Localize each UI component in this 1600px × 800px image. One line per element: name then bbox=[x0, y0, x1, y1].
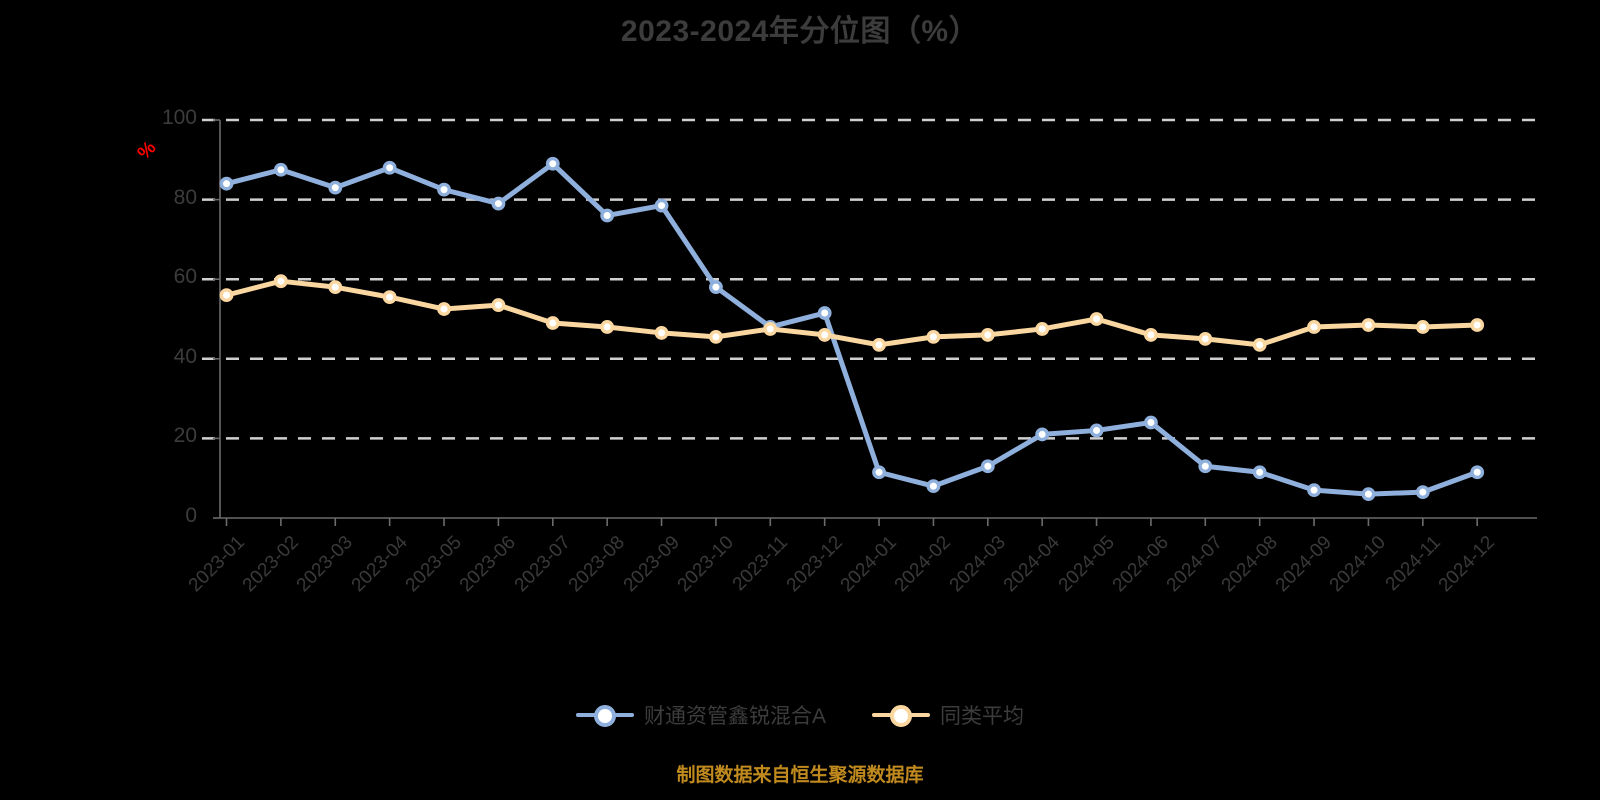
series-marker-1 bbox=[1089, 312, 1104, 326]
legend-item-0[interactable]: 财通资管鑫锐混合A bbox=[575, 700, 826, 730]
series-marker-0 bbox=[219, 176, 234, 191]
series-marker-1 bbox=[437, 302, 451, 316]
series-marker-1 bbox=[1470, 318, 1485, 332]
series-marker-0 bbox=[1252, 465, 1267, 480]
y-axis-tick-marks bbox=[213, 119, 220, 519]
x-axis-tick-marks bbox=[225, 518, 1478, 526]
series-marker-0 bbox=[437, 182, 451, 197]
series-marker-0 bbox=[654, 198, 669, 213]
legend-dot-icon bbox=[593, 705, 616, 727]
series-marker-1 bbox=[1361, 318, 1376, 332]
series-marker-1 bbox=[1252, 337, 1267, 352]
series-marker-0 bbox=[328, 180, 343, 195]
y-axis-tick-label: 100 bbox=[161, 106, 197, 129]
series-marker-1 bbox=[219, 288, 234, 303]
chart-legend: 财通资管鑫锐混合A 同类平均 bbox=[0, 700, 1600, 730]
y-axis-tick-label: 20 bbox=[173, 424, 197, 448]
series-line-1 bbox=[224, 278, 1480, 348]
series-marker-0 bbox=[872, 465, 886, 480]
y-axis-tick-label: 80 bbox=[173, 185, 197, 209]
y-axis-tick-label: 60 bbox=[173, 265, 197, 289]
series-marker-1 bbox=[872, 337, 886, 352]
y-axis-tick-label: 0 bbox=[185, 504, 197, 527]
series-marker-0 bbox=[1470, 465, 1485, 480]
series-marker-0 bbox=[1089, 423, 1104, 438]
series-marker-1 bbox=[817, 328, 832, 342]
series-marker-0 bbox=[1035, 427, 1050, 442]
series-marker-1 bbox=[1307, 320, 1321, 334]
series-marker-1 bbox=[600, 320, 615, 334]
series-marker-0 bbox=[1415, 485, 1430, 500]
gridlines bbox=[202, 118, 1537, 440]
series-marker-0 bbox=[600, 208, 615, 223]
series-marker-1 bbox=[328, 280, 343, 295]
series-marker-1 bbox=[709, 330, 723, 344]
y-axis-tick-label: 40 bbox=[173, 344, 197, 368]
series-marker-0 bbox=[817, 306, 832, 320]
series-marker-1 bbox=[1415, 320, 1430, 334]
series-marker-1 bbox=[980, 328, 995, 342]
series-marker-0 bbox=[709, 280, 723, 295]
series-marker-0 bbox=[1144, 415, 1158, 430]
series-marker-1 bbox=[273, 274, 288, 289]
data-series-layer bbox=[219, 156, 1485, 502]
series-marker-0 bbox=[545, 156, 560, 171]
series-marker-1 bbox=[1198, 331, 1213, 346]
series-marker-0 bbox=[382, 160, 397, 175]
series-marker-0 bbox=[926, 479, 941, 494]
series-marker-1 bbox=[763, 322, 778, 336]
legend-item-1[interactable]: 同类平均 bbox=[872, 700, 1024, 730]
series-marker-0 bbox=[980, 459, 995, 474]
series-marker-1 bbox=[1144, 328, 1158, 342]
data-source-note: 制图数据来自恒生聚源数据库 bbox=[676, 765, 924, 786]
legend-marker-icon bbox=[575, 702, 634, 728]
series-marker-0 bbox=[1361, 487, 1376, 502]
series-marker-1 bbox=[654, 326, 669, 340]
series-marker-1 bbox=[491, 298, 506, 312]
legend-label: 同类平均 bbox=[940, 705, 1024, 728]
series-line-0 bbox=[224, 161, 1480, 497]
series-marker-0 bbox=[273, 162, 288, 177]
legend-label: 财通资管鑫锐混合A bbox=[643, 705, 826, 728]
legend-marker-icon bbox=[872, 702, 930, 728]
series-marker-1 bbox=[382, 290, 397, 305]
series-marker-1 bbox=[545, 316, 560, 330]
series-marker-1 bbox=[926, 330, 941, 344]
series-marker-0 bbox=[1198, 459, 1213, 474]
series-marker-0 bbox=[491, 196, 506, 211]
series-marker-1 bbox=[1035, 322, 1050, 336]
series-marker-0 bbox=[1307, 483, 1321, 498]
page-title: 2023-2024年分位图（%） bbox=[620, 15, 980, 48]
legend-dot-icon bbox=[890, 705, 912, 727]
